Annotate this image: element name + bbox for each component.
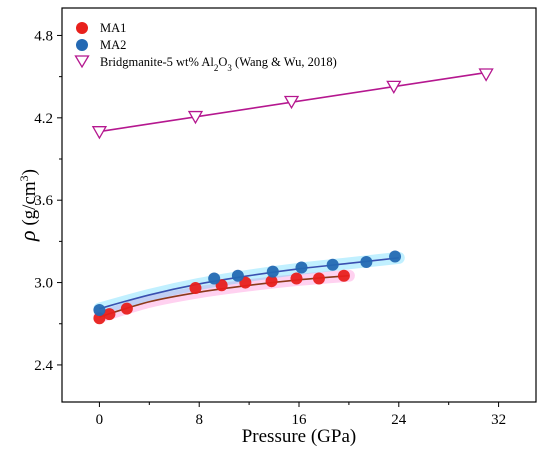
y-tick-label: 2.4 — [34, 358, 53, 374]
x-tick-label: 8 — [195, 412, 203, 428]
y-axis-symbol: ρ — [15, 230, 40, 242]
data-point — [91, 126, 108, 140]
data-point — [478, 68, 494, 82]
data-point — [290, 272, 303, 285]
legend-marker-bridgmanite — [74, 55, 90, 69]
y-axis-unit-sup: 3 — [17, 175, 31, 181]
y-tick-label: 3.0 — [34, 276, 53, 292]
data-point — [266, 265, 279, 278]
x-tick-label: 24 — [391, 412, 407, 428]
y-axis-unit-open: (g/cm — [19, 181, 40, 230]
y-tick-label: 4.8 — [34, 28, 53, 44]
data-point — [231, 269, 244, 282]
legend-label-bridgmanite-mid: O — [218, 55, 227, 69]
data-point — [265, 275, 278, 288]
y-tick-label: 4.2 — [34, 111, 53, 127]
legend: MA1 MA2 Bridgmanite-5 wt% Al2O3 (Wang & … — [74, 21, 337, 73]
x-tick-label: 32 — [491, 412, 506, 428]
data-point — [93, 304, 106, 317]
data-point — [120, 302, 133, 315]
legend-label-ma1: MA1 — [100, 21, 126, 35]
data-point — [389, 250, 402, 263]
y-axis-unit-close: ) — [19, 169, 40, 175]
data-point — [360, 255, 373, 268]
bands — [93, 251, 405, 323]
data-point — [312, 272, 325, 285]
data-point — [283, 95, 300, 110]
legend-label-bridgmanite-sub1: 2 — [214, 63, 219, 73]
data-point — [326, 258, 339, 271]
axis-ticks: 0 8 16 24 32 2.4 3.0 3.6 4.2 4.8 — [34, 28, 506, 428]
data-points — [91, 68, 494, 325]
data-point — [189, 282, 202, 295]
data-point — [187, 110, 204, 125]
y-tick-label: 3.6 — [34, 193, 53, 209]
legend-label-bridgmanite-sub2: 3 — [227, 63, 232, 73]
data-point — [208, 272, 221, 285]
data-point — [93, 312, 106, 325]
legend-label-bridgmanite-tail: (Wang & Wu, 2018) — [232, 55, 337, 69]
data-point — [386, 80, 402, 95]
y-axis-title: ρ (g/cm3) — [15, 169, 40, 242]
data-point — [103, 308, 116, 321]
data-point — [337, 269, 350, 282]
x-axis-title: Pressure (GPa) — [242, 426, 357, 447]
x-tick-label: 0 — [96, 412, 104, 428]
legend-label-bridgmanite-main: Bridgmanite-5 wt% Al — [100, 55, 214, 69]
legend-marker-ma1 — [76, 22, 88, 34]
data-point — [295, 261, 308, 274]
legend-label-bridgmanite: Bridgmanite-5 wt% Al2O3 (Wang & Wu, 2018… — [100, 55, 337, 73]
fit-line — [99, 257, 399, 310]
legend-label-ma2: MA2 — [100, 38, 126, 52]
legend-marker-ma2 — [76, 39, 88, 51]
x-tick-label: 16 — [292, 412, 308, 428]
